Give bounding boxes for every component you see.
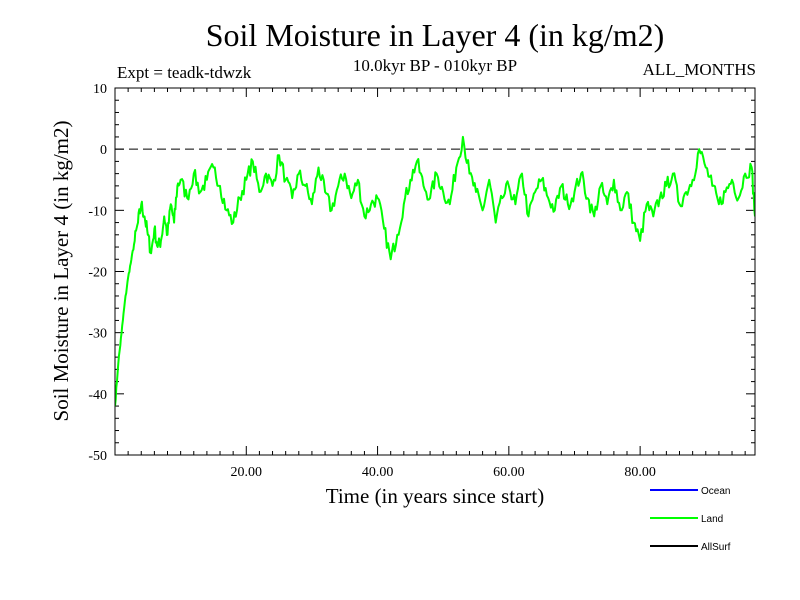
plot-area: 10 0 -10 -20 -30 -40 -50 20.00 40.00 60.00 80.00 <box>88 82 756 480</box>
land-series-line <box>115 135 755 407</box>
y-tick-label: -10 <box>88 204 107 219</box>
y-tick-label: -40 <box>88 388 107 403</box>
y-axis-label: Soil Moisture in Layer 4 (in kg/m2) <box>49 121 73 422</box>
chart-title: Soil Moisture in Layer 4 (in kg/m2) <box>206 17 665 53</box>
x-tick-label: 60.00 <box>493 465 525 480</box>
legend-label-allsurf: AllSurf <box>701 542 731 553</box>
period-label: ALL_MONTHS <box>643 60 756 79</box>
x-tick-label: 20.00 <box>231 465 263 480</box>
legend-label-land: Land <box>701 514 723 525</box>
plot-frame <box>114 87 756 456</box>
y-tick-label: 10 <box>93 82 107 97</box>
x-tick-label: 40.00 <box>362 465 394 480</box>
y-tick-label: -20 <box>88 266 107 281</box>
x-tick-label: 80.00 <box>624 465 656 480</box>
axis-ticks: 10 0 -10 -20 -30 -40 -50 20.00 40.00 60.00 80.00 <box>88 82 755 480</box>
legend-label-ocean: Ocean <box>701 486 730 497</box>
y-tick-label: 0 <box>100 143 107 158</box>
x-axis-label: Time (in years since start) <box>326 484 545 508</box>
legend: Ocean Land AllSurf <box>650 486 731 553</box>
chart-subtitle: 10.0kyr BP - 010kyr BP <box>353 56 517 75</box>
y-tick-label: -30 <box>88 327 107 342</box>
experiment-label: Expt = teadk-tdwzk <box>117 63 252 82</box>
y-tick-label: -50 <box>88 449 107 464</box>
